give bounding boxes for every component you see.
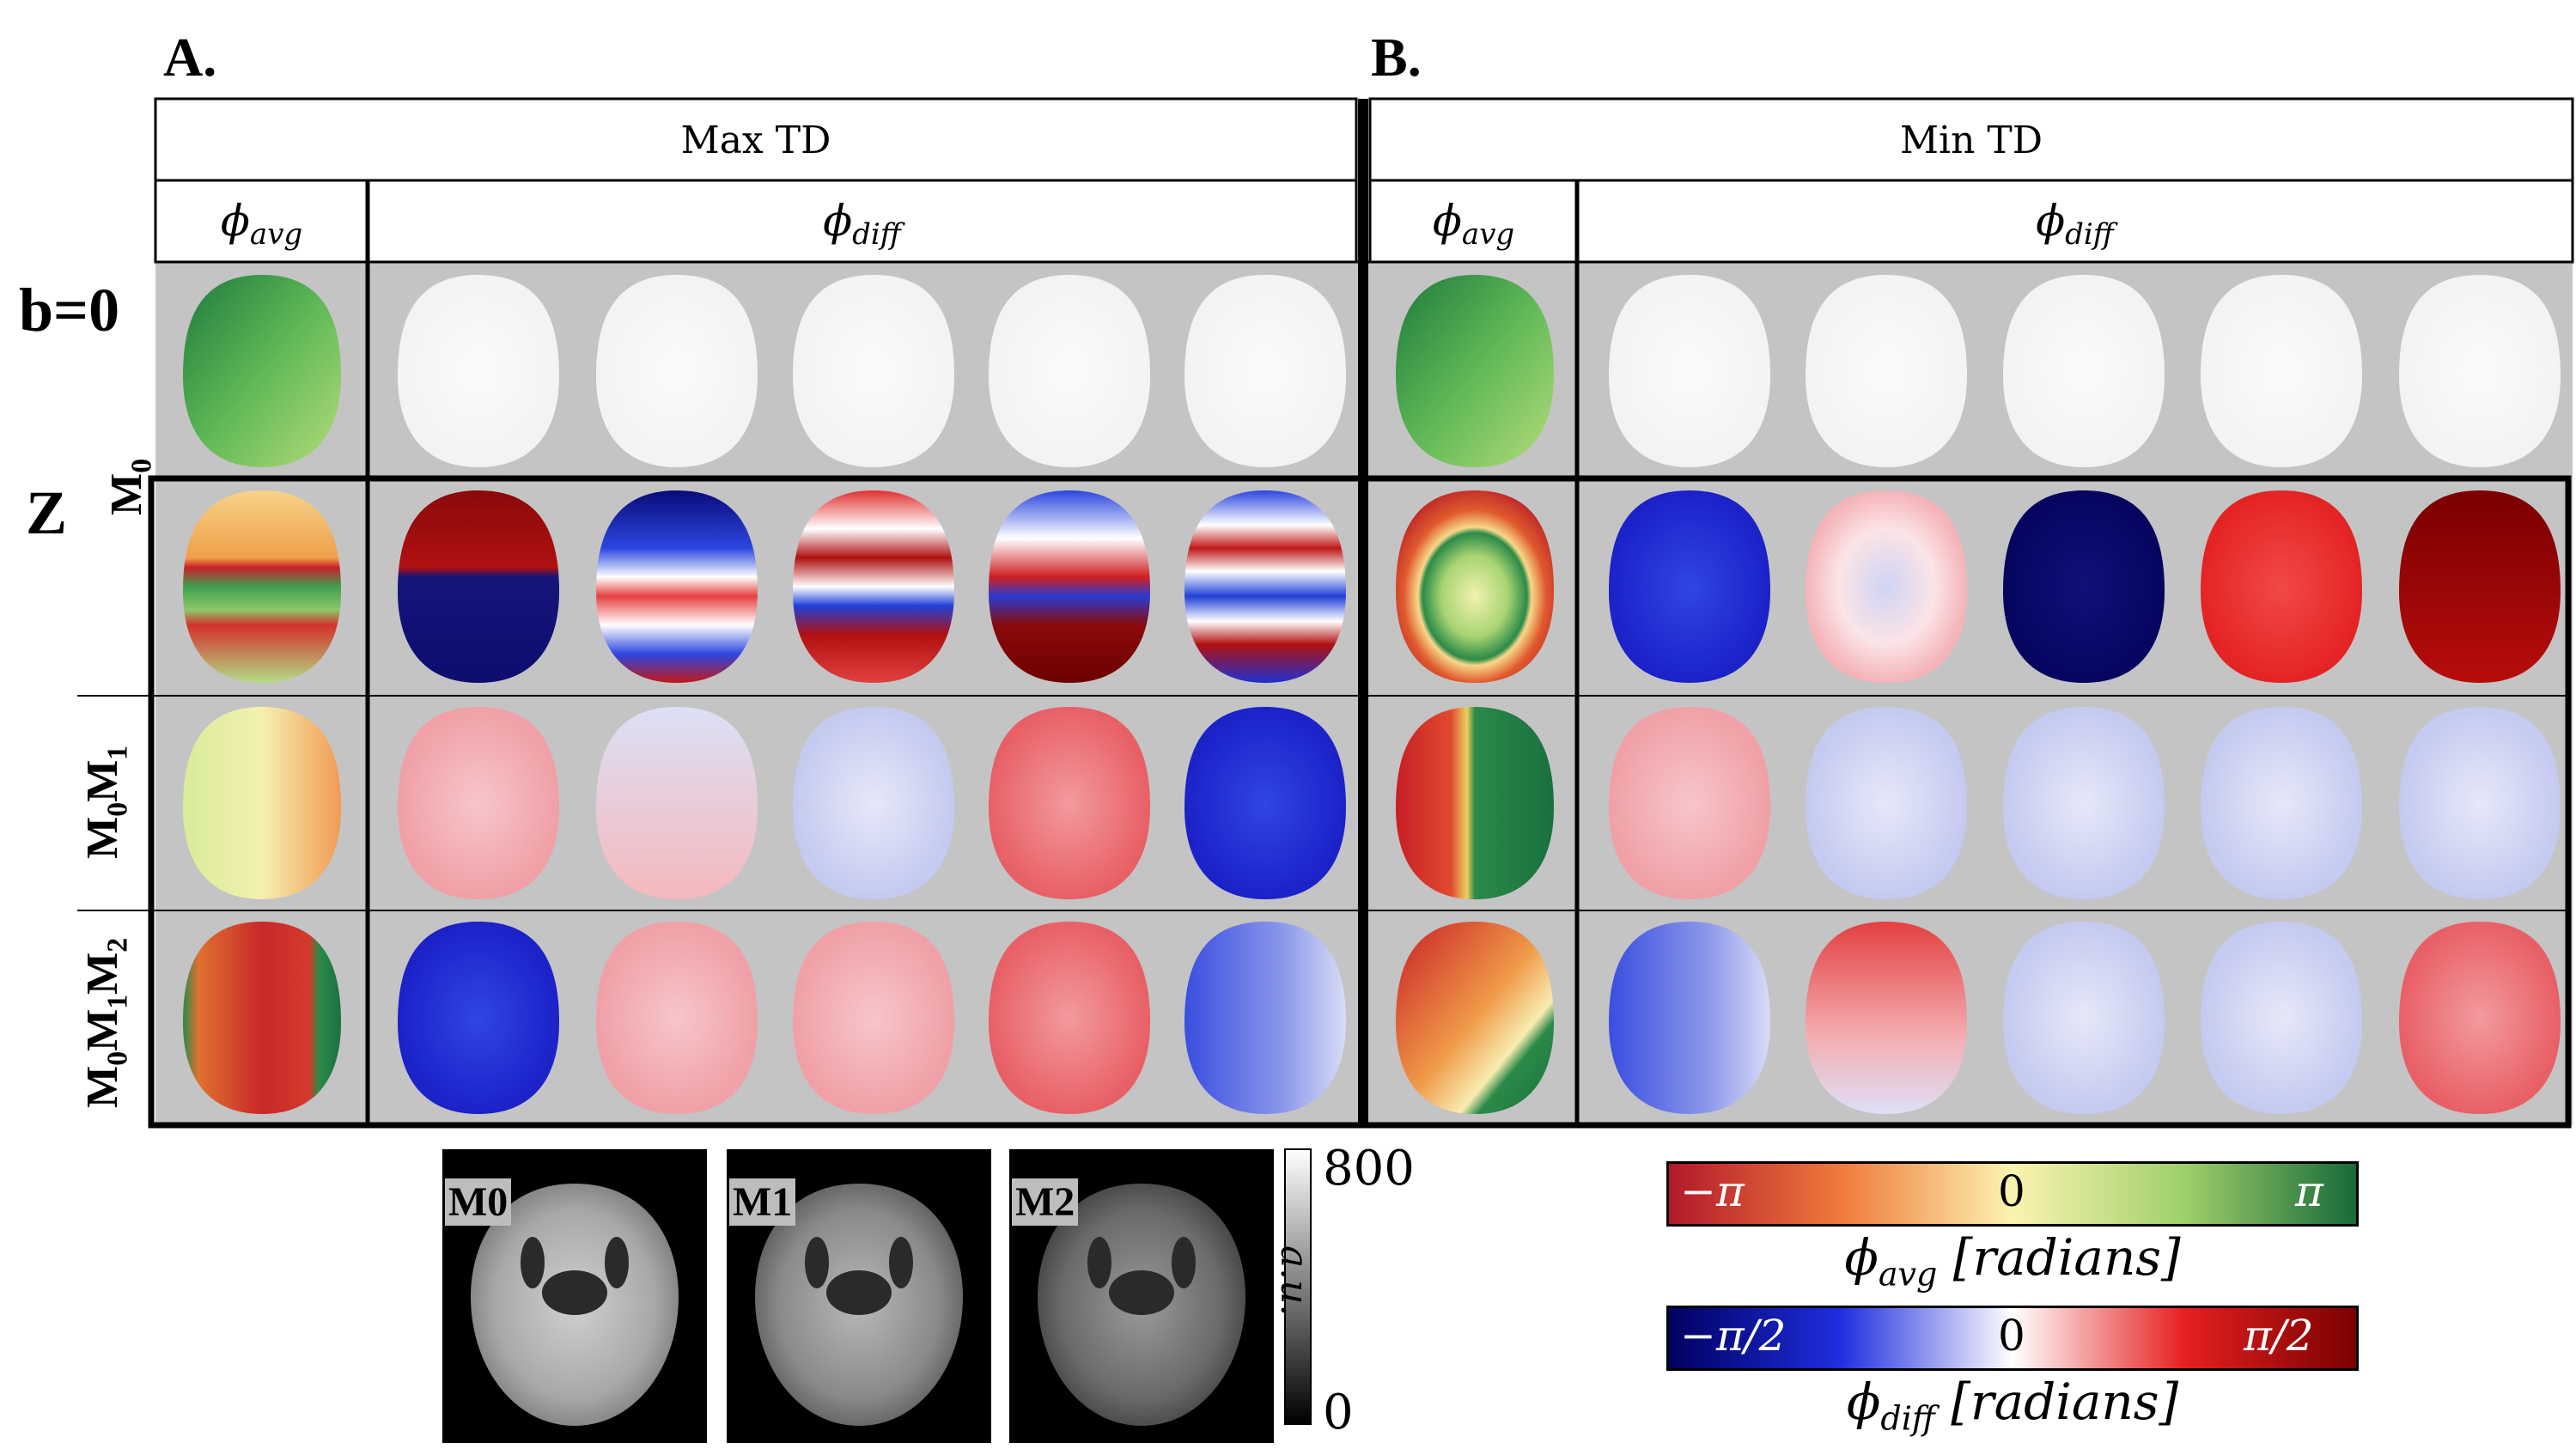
phase-map-m0m1m2-a-3 <box>793 922 954 1114</box>
phase-map-b0-a-0 <box>183 275 341 467</box>
phase-map-m0m1-a-0 <box>183 707 341 899</box>
phase-map-m0-a-5 <box>1184 490 1346 683</box>
magnitude-cbar-unit: a.u. <box>1272 1245 1316 1317</box>
phase-map-m0m1-b-0 <box>1396 707 1554 899</box>
phase-map-b0-a-3 <box>793 275 954 467</box>
phase-map-m0-b-0 <box>1396 490 1554 683</box>
phase-map-m0-b-5 <box>2399 490 2561 683</box>
magnitude-m0-label: M0 <box>445 1178 512 1226</box>
phase-map-b0-b-5 <box>2399 275 2561 467</box>
phase-map-m0m1m2-a-0 <box>183 922 341 1114</box>
colorbar-avg-title: ϕavg [radians] <box>1844 1228 2181 1294</box>
phase-map-m0-a-4 <box>989 490 1150 683</box>
magnitude-m2-label: M2 <box>1012 1178 1079 1226</box>
phase-map-m0m1m2-b-4 <box>2201 922 2362 1114</box>
colorbar-avg <box>1666 1161 2359 1227</box>
phase-map-b0-b-2 <box>1806 275 1967 467</box>
phase-map-m0-a-1 <box>398 490 559 683</box>
phase-map-m0m1-b-2 <box>1806 707 1967 899</box>
phase-map-b0-b-0 <box>1396 275 1554 467</box>
col-phi-diff-b: ϕdiff <box>2036 196 2114 252</box>
colorbar-diff <box>1666 1306 2359 1371</box>
phase-map-b0-b-1 <box>1609 275 1770 467</box>
phase-map-m0-b-2 <box>1806 490 1967 683</box>
magnitude-cbar-max: 800 <box>1323 1141 1415 1196</box>
row-label-z: Z <box>26 478 68 547</box>
phase-map-m0-a-2 <box>596 490 758 683</box>
phase-map-m0m1m2-b-2 <box>1806 922 1967 1114</box>
phase-map-m0m1-b-3 <box>2003 707 2165 899</box>
phase-map-m0m1-a-3 <box>793 707 954 899</box>
colorbar-diff-left: −π/2 <box>1680 1311 1787 1361</box>
col-phi-avg-a: ϕavg <box>220 196 303 252</box>
phase-map-m0m1m2-a-5 <box>1184 922 1346 1114</box>
phase-map-m0m1-b-5 <box>2399 707 2561 899</box>
phase-map-m0m1m2-b-5 <box>2399 922 2561 1114</box>
colorbar-avg-mid: 0 <box>1998 1166 2025 1216</box>
phase-map-m0-a-0 <box>183 490 341 683</box>
col-phi-diff-a: ϕdiff <box>823 196 901 252</box>
phase-map-m0m1m2-b-1 <box>1609 922 1770 1114</box>
phase-map-m0m1m2-b-3 <box>2003 922 2165 1114</box>
colorbar-avg-right: π <box>2295 1166 2323 1216</box>
panel-b-letter: B. <box>1371 27 1422 88</box>
phase-map-b0-a-1 <box>398 275 559 467</box>
phase-map-m0-a-3 <box>793 490 954 683</box>
phase-map-b0-b-3 <box>2003 275 2165 467</box>
col-phi-avg-b: ϕavg <box>1432 196 1515 252</box>
phase-map-m0m1-a-5 <box>1184 707 1346 899</box>
magnitude-m1-label: M1 <box>729 1178 796 1226</box>
magnitude-cbar-min: 0 <box>1323 1385 1354 1440</box>
panel-a-letter: A. <box>163 27 217 88</box>
phase-map-b0-a-5 <box>1184 275 1346 467</box>
phase-map-b0-a-2 <box>596 275 758 467</box>
phase-map-m0m1m2-a-2 <box>596 922 758 1114</box>
phase-map-m0m1-b-4 <box>2201 707 2362 899</box>
phase-map-b0-b-4 <box>2201 275 2362 467</box>
phase-map-m0m1m2-a-1 <box>398 922 559 1114</box>
phase-map-m0m1-a-2 <box>596 707 758 899</box>
colorbar-diff-title: ϕdiff [radians] <box>1846 1373 2179 1438</box>
phase-map-m0m1-b-1 <box>1609 707 1770 899</box>
phase-map-m0-b-1 <box>1609 490 1770 683</box>
panel-a-title: Max TD <box>680 119 831 162</box>
colorbar-avg-left: −π <box>1680 1166 1745 1216</box>
panel-b-title: Min TD <box>1899 119 2043 162</box>
phase-map-m0m1-a-1 <box>398 707 559 899</box>
phase-map-m0m1m2-a-4 <box>989 922 1150 1114</box>
phase-map-m0m1m2-b-0 <box>1396 922 1554 1114</box>
phase-map-m0m1-a-4 <box>989 707 1150 899</box>
phase-map-b0-a-4 <box>989 275 1150 467</box>
colorbar-diff-mid: 0 <box>1998 1311 2025 1361</box>
row-label-b0: b=0 <box>19 276 120 344</box>
phase-map-m0-b-3 <box>2003 490 2165 683</box>
colorbar-diff-right: π/2 <box>2244 1311 2314 1361</box>
phase-map-m0-b-4 <box>2201 490 2362 683</box>
